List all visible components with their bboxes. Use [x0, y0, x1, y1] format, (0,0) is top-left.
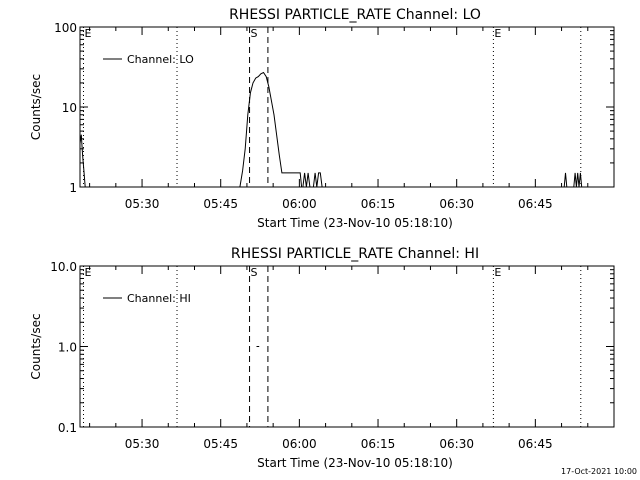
x-tick-label: 05:30	[125, 197, 160, 211]
x-tick-label: 06:00	[282, 197, 317, 211]
chart-title: RHESSI PARTICLE_RATE Channel: LO	[229, 7, 481, 23]
x-tick-label: 06:00	[282, 437, 317, 451]
x-tick-label: 05:30	[125, 437, 160, 451]
x-tick-label: 05:45	[203, 437, 238, 451]
y-tick-label: 100	[54, 21, 77, 35]
y-tick-label: 10	[62, 101, 77, 115]
x-axis-label: Start Time (23-Nov-10 05:18:10)	[257, 216, 453, 230]
x-tick-label: 06:30	[439, 197, 474, 211]
x-tick-label: 06:45	[518, 437, 553, 451]
y-tick-label: 1	[69, 181, 77, 195]
x-tick-label: 06:15	[361, 437, 396, 451]
marker-label: E	[84, 266, 91, 279]
x-axis-label: Start Time (23-Nov-10 05:18:10)	[257, 456, 453, 470]
y-tick-label: 10.0	[50, 260, 77, 274]
lo-channel-panel: RHESSI PARTICLE_RATE Channel: LO Start Ti…	[29, 7, 615, 230]
x-tick-label: 06:30	[439, 437, 474, 451]
legend-label: Channel: HI	[127, 292, 191, 305]
legend-label: Channel: LO	[127, 53, 194, 66]
y-axis-label: Counts/sec	[29, 313, 43, 379]
x-tick-label: 06:15	[361, 197, 396, 211]
y-axis-label: Counts/sec	[29, 74, 43, 140]
marker-label: S	[251, 266, 258, 279]
x-tick-label: 06:45	[518, 197, 553, 211]
footer-timestamp: 17-Oct-2021 10:00	[561, 467, 637, 476]
y-tick-label: 1.0	[58, 341, 77, 355]
y-tick-label: 0.1	[58, 421, 77, 435]
marker-label: E	[494, 266, 501, 279]
series-line	[312, 172, 323, 188]
marker-label: E	[494, 27, 501, 40]
marker-label: E	[84, 27, 91, 40]
series-line	[573, 172, 583, 188]
series-line	[239, 71, 303, 188]
series-line	[79, 134, 86, 188]
marker-label: S	[251, 27, 258, 40]
hi-channel-panel: RHESSI PARTICLE_RATE Channel: HI Start Ti…	[29, 246, 615, 470]
series-line	[302, 172, 311, 188]
x-tick-label: 05:45	[203, 197, 238, 211]
series-line	[563, 172, 568, 188]
chart-title: RHESSI PARTICLE_RATE Channel: HI	[231, 246, 479, 262]
